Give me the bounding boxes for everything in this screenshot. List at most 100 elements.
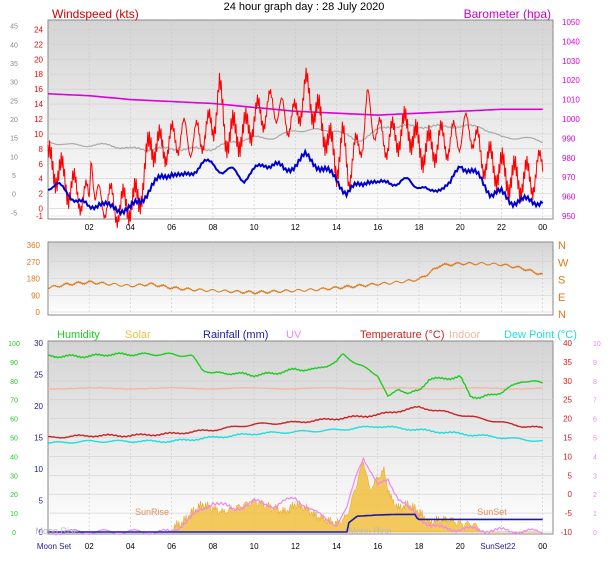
direction-tick-180: 180 — [27, 275, 41, 284]
panel-temperature: 0102030405060708090100051015202530-10-50… — [8, 329, 601, 551]
temp-tick-5: 5 — [568, 471, 573, 480]
barometer-tick-1010: 1010 — [562, 96, 580, 105]
temperature-legend: Humidity Solar Rainfall (mm) UV Temperature … — [57, 329, 577, 341]
compass-label-2: S — [558, 275, 565, 287]
wind-x-tick-04: 04 — [126, 223, 135, 232]
gust-line — [47, 123, 543, 152]
indoor-line — [47, 386, 543, 390]
temperature-annotations: SunRise SunSet Moon Rise Moon Rise — [35, 507, 507, 536]
gray-tick-35: 35 — [10, 61, 18, 68]
rain-tick-30: 30 — [34, 339, 43, 348]
windspeed-axis-label: Windspeed (kts) — [52, 7, 139, 21]
barometer-line — [47, 93, 543, 116]
humidity-tick-70: 70 — [10, 398, 18, 405]
gray-tick-40: 40 — [10, 42, 18, 49]
humidity-line — [47, 351, 543, 400]
humidity-tick-80: 80 — [10, 379, 18, 386]
direction-tick-360: 360 — [27, 241, 41, 250]
windspeed-tick-10: 10 — [34, 130, 43, 139]
annotation-moon-rise-2: Moon Rise — [35, 526, 78, 536]
temp-tick-35: 35 — [563, 358, 572, 367]
uv-tick-7: 7 — [593, 398, 597, 405]
windspeed-tick-22: 22 — [34, 40, 43, 49]
direction-tick-0: 0 — [36, 308, 41, 317]
temp-tick-20: 20 — [563, 415, 572, 424]
gray-tick-25: 25 — [10, 98, 18, 105]
windspeed-tick-m1: -1 — [36, 212, 44, 221]
windspeed-tick-12: 12 — [34, 115, 43, 124]
compass-label-0: N — [558, 240, 566, 252]
wind-x-tick-08: 08 — [208, 223, 217, 232]
temp-tick-10: 10 — [563, 452, 572, 461]
uv-line — [47, 456, 544, 536]
uv-tick-8: 8 — [593, 379, 597, 386]
direction-tick-270: 270 — [27, 258, 41, 267]
windspeed-line — [47, 67, 544, 228]
x-tick-14: 14 — [332, 542, 341, 551]
rainfall-line — [48, 513, 543, 533]
rain-tick-5: 5 — [39, 497, 44, 506]
wind-x-tick-00: 00 — [538, 223, 547, 232]
temp-tick-30: 30 — [563, 377, 572, 386]
gray-tick-45: 45 — [10, 24, 18, 31]
rain-tick-25: 25 — [34, 371, 43, 380]
legend-indoor: Indoor — [449, 329, 481, 341]
windspeed-tick-2: 2 — [39, 190, 44, 199]
wind-x-tick-16: 16 — [373, 223, 382, 232]
barometer-tick-1040: 1040 — [562, 37, 580, 46]
rain-tick-20: 20 — [34, 402, 43, 411]
barometer-tick-1000: 1000 — [562, 115, 580, 124]
uv-tick-4: 4 — [593, 454, 597, 461]
rain-tick-0: 0 — [39, 528, 44, 537]
legend-temperature: Temperature (°C) — [360, 329, 444, 341]
gray-tick-0: 0 — [12, 192, 16, 199]
gray-tick-20: 20 — [10, 117, 18, 124]
uv-tick-6: 6 — [593, 417, 597, 424]
wind-x-tick-18: 18 — [415, 223, 424, 232]
barometer-tick-1030: 1030 — [562, 57, 580, 66]
windspeed-tick-14: 14 — [34, 100, 43, 109]
direction-series — [47, 261, 544, 295]
temp-tick-15: 15 — [563, 434, 572, 443]
wind-series — [47, 67, 544, 228]
compass-label-3: E — [558, 292, 565, 304]
windspeed-tick-8: 8 — [39, 145, 44, 154]
windspeed-tick-16: 16 — [34, 85, 43, 94]
legend-uv: UV — [286, 329, 302, 341]
uv-tick-3: 3 — [593, 473, 597, 480]
direction-grid — [48, 242, 553, 315]
annotation-sunrise: SunRise — [135, 507, 169, 517]
compass-label-4: N — [558, 309, 566, 321]
compass-label-1: W — [558, 257, 569, 269]
humidity-tick-20: 20 — [10, 492, 18, 499]
humidity-tick-60: 60 — [10, 417, 18, 424]
uv-tick-1: 1 — [593, 511, 597, 518]
uv-tick-10: 10 — [593, 341, 601, 348]
wind-x-tick-22: 22 — [497, 223, 506, 232]
x-tick-04: 04 — [126, 542, 135, 551]
x-tick-16: 16 — [373, 542, 382, 551]
humidity-tick-100: 100 — [8, 341, 20, 348]
direction-line — [47, 261, 544, 295]
x-tick-06: 06 — [167, 542, 176, 551]
wind-x-tick-12: 12 — [291, 223, 300, 232]
uv-tick-0: 0 — [593, 530, 597, 537]
windspeed-tick-4: 4 — [39, 175, 44, 184]
gray-tick-30: 30 — [10, 80, 18, 87]
temperature-axes: 0102030405060708090100051015202530-10-50… — [8, 339, 601, 551]
barometer-tick-970: 970 — [562, 173, 576, 182]
gray-tick-15: 15 — [10, 136, 18, 143]
gray-tick-10: 10 — [10, 154, 18, 161]
temp-tick-25: 25 — [563, 396, 572, 405]
temp-tick-m10: -10 — [560, 528, 572, 537]
barometer-tick-960: 960 — [562, 193, 576, 202]
gray-tick-m5: -5 — [11, 210, 17, 217]
humidity-tick-0: 0 — [12, 530, 16, 537]
x-tick-02: 02 — [85, 542, 94, 551]
temperature-line — [47, 405, 544, 439]
legend-humidity: Humidity — [57, 329, 100, 341]
barometer-tick-990: 990 — [562, 134, 576, 143]
legend-solar: Solar — [125, 329, 151, 341]
